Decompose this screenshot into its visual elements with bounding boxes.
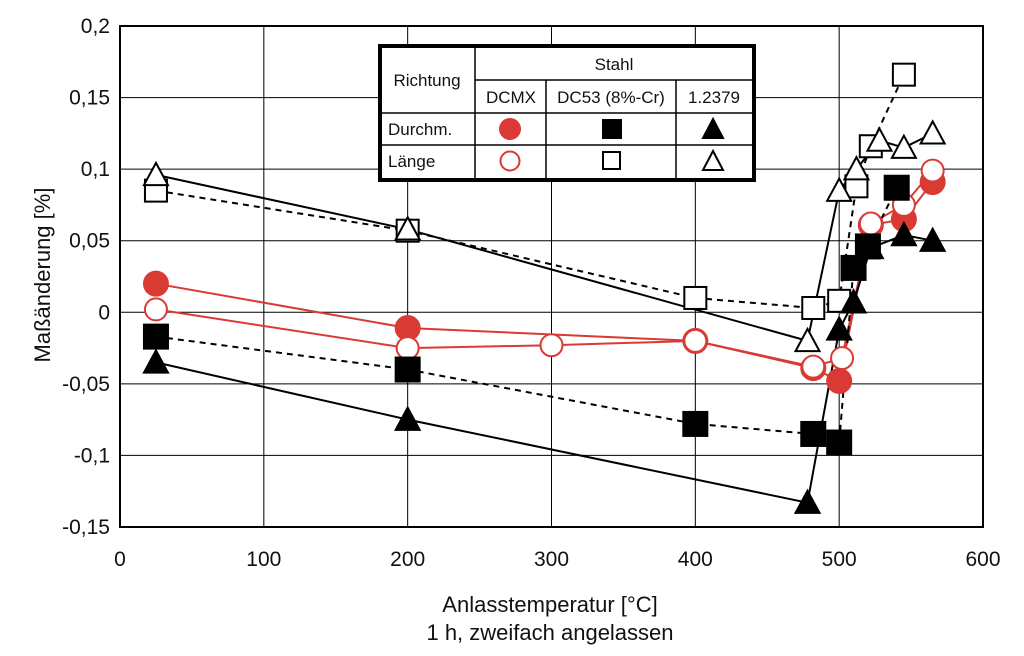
x-tick-label: 200 xyxy=(390,548,425,571)
data-point-1-2379-l-nge xyxy=(918,119,947,145)
data-point-1-2379-l-nge xyxy=(793,326,822,353)
data-point-dcmx-l-nge xyxy=(858,211,883,236)
legend-col-dc53: DC53 (8%-Cr) xyxy=(557,88,665,107)
y-tick-label: -0,1 xyxy=(74,444,110,467)
series-line-dc53-8-cr-l-nge xyxy=(155,74,905,310)
x-axis-subtitle: 1 h, zweifach angelassen xyxy=(426,620,673,645)
data-point-dc53-8-cr-durchm- xyxy=(883,174,910,201)
data-point-dc53-8-cr-durchm- xyxy=(682,410,709,437)
data-point-1-2379-durchm- xyxy=(793,488,822,514)
legend-marker-dcmx-laenge xyxy=(499,150,521,172)
y-tick-label: 0,1 xyxy=(81,158,110,181)
data-point-1-2379-durchm- xyxy=(825,315,853,341)
data-point-dcmx-l-nge xyxy=(920,158,945,183)
data-point-dc53-8-cr-l-nge xyxy=(891,62,916,87)
data-point-dc53-8-cr-durchm- xyxy=(394,356,421,383)
data-point-1-2379-l-nge xyxy=(842,155,871,181)
data-point-1-2379-durchm- xyxy=(142,348,170,374)
y-axis-title: Maßänderung [%] xyxy=(30,188,55,363)
y-tick-label: -0,05 xyxy=(62,373,110,396)
data-point-dcmx-l-nge xyxy=(539,333,564,358)
legend-col-12379: 1.2379 xyxy=(688,88,740,107)
data-point-1-2379-durchm- xyxy=(857,233,885,260)
data-point-1-2379-l-nge xyxy=(890,133,918,159)
legend-marker-12379-laenge xyxy=(701,148,725,171)
data-point-dcmx-durchm- xyxy=(826,367,853,394)
data-point-1-2379-l-nge xyxy=(142,160,170,187)
legend-table: Richtung Stahl DCMX DC53 (8%-Cr) 1.2379 … xyxy=(378,44,756,182)
data-point-dc53-8-cr-durchm- xyxy=(826,429,853,456)
y-tick-label: -0,15 xyxy=(62,516,110,539)
data-point-1-2379-durchm- xyxy=(890,220,918,247)
legend-col-dcmx: DCMX xyxy=(486,88,536,107)
data-point-1-2379-durchm- xyxy=(918,226,947,252)
data-point-dc53-8-cr-durchm- xyxy=(800,420,827,447)
plot-frame xyxy=(119,25,984,528)
y-tick-label: 0,15 xyxy=(69,87,110,110)
data-point-1-2379-l-nge xyxy=(825,176,853,202)
data-point-dcmx-durchm- xyxy=(142,270,169,297)
legend-row-durchm: Durchm. xyxy=(388,120,452,139)
x-tick-label: 400 xyxy=(678,548,713,571)
data-point-dcmx-l-nge xyxy=(830,346,855,371)
series-line-dc53-8-cr-durchm- xyxy=(155,187,898,444)
x-tick-label: 300 xyxy=(534,548,569,571)
data-point-1-2379-l-nge xyxy=(865,126,894,152)
tick-labels: 0 100 200 300 400 500 600 -0,15 -0,1 -0,05 0 0,05 0,… xyxy=(62,15,1000,571)
legend-row-header: Richtung xyxy=(393,71,460,90)
legend-row-laenge: Länge xyxy=(388,152,435,171)
data-point-dc53-8-cr-l-nge xyxy=(801,295,826,320)
data-point-dc53-8-cr-l-nge xyxy=(683,285,708,310)
x-tick-label: 0 xyxy=(114,548,126,571)
data-point-dcmx-l-nge xyxy=(143,297,168,322)
data-point-1-2379-durchm- xyxy=(393,405,422,431)
y-tick-label: 0,05 xyxy=(69,230,110,253)
x-tick-label: 600 xyxy=(965,548,1000,571)
data-point-dcmx-l-nge xyxy=(683,328,708,353)
legend-marker-dc53-laenge xyxy=(602,151,621,170)
data-point-dc53-8-cr-durchm- xyxy=(840,254,867,281)
data-point-dcmx-l-nge xyxy=(801,354,826,379)
legend-marker-dc53-durchm xyxy=(602,119,622,139)
y-tick-label: 0 xyxy=(98,301,110,324)
data-point-1-2379-l-nge xyxy=(393,215,422,241)
series-markers xyxy=(142,62,947,514)
legend-marker-dcmx-durchm xyxy=(499,118,521,140)
x-axis-title: Anlasstemperatur [°C] xyxy=(442,592,657,617)
x-tick-label: 100 xyxy=(246,548,281,571)
data-point-dc53-8-cr-durchm- xyxy=(142,323,169,350)
legend-marker-12379-durchm xyxy=(701,116,725,139)
data-point-dcmx-l-nge xyxy=(395,336,420,361)
y-tick-label: 0,2 xyxy=(81,15,110,38)
x-tick-label: 500 xyxy=(822,548,857,571)
data-point-1-2379-durchm- xyxy=(839,288,868,314)
legend-group-header: Stahl xyxy=(595,55,634,74)
